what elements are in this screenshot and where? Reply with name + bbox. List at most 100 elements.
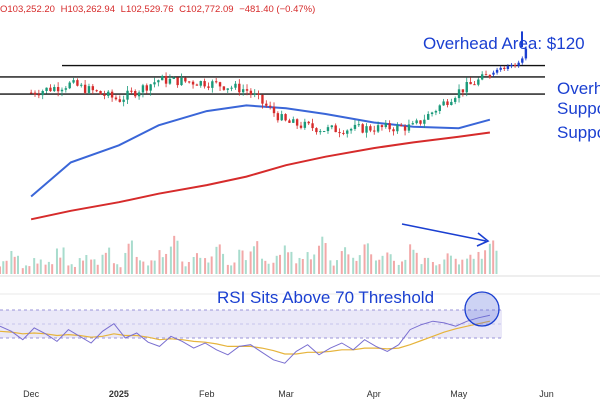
candle-body [99,90,102,95]
volume-bar [329,260,332,274]
breakout-candle [521,58,524,63]
volume-bar [423,257,426,274]
volume-bar [139,260,142,274]
volume-bar [412,249,415,274]
candle-body [411,123,414,125]
volume-bar [150,260,153,274]
volume-bar [13,256,16,274]
candle-body [238,83,241,93]
volume-trend-arrowhead [476,232,490,247]
candle-body [118,99,122,102]
volume-bar [104,252,107,274]
candle-body [295,119,299,126]
volume-bars [0,235,498,274]
volume-bar [420,264,423,274]
candle-body [292,119,295,123]
candle-body [241,89,245,93]
volume-bar [484,250,487,274]
volume-bar [275,255,278,274]
volume-bar [230,265,233,274]
breakout-candle [492,72,495,75]
volume-bar [321,236,324,274]
volume-bar [252,246,255,274]
volume-bar [16,255,19,274]
volume-bar [492,240,495,274]
candle-body [461,89,465,93]
candle-body [446,101,449,106]
volume-bar [272,262,275,274]
sma-long-line [30,131,491,221]
candle-body [110,91,114,98]
ohlc-high: 103,262.94 [67,4,115,15]
volume-bar [165,253,168,274]
volume-bar [244,260,247,274]
volume-bar [127,243,130,274]
candle-body [157,80,160,83]
volume-bar [409,244,412,274]
candle-body [203,81,206,87]
ohlc-close: 102,772.09 [186,4,234,15]
volume-bar [366,243,369,274]
volume-bar [51,264,54,274]
candle-body [199,81,202,86]
x-tick-label: Mar [278,389,294,399]
volume-bar [279,254,282,274]
candle-body [442,101,445,106]
candle-body [276,113,280,121]
ohlc-change: −481.40 (−0.47%) [239,4,315,15]
ohlc-high-label: H [61,4,68,15]
candle-body [184,77,187,82]
ohlc-header: O103,252.20 H103,262.94 L102,529.76 C102… [0,4,315,15]
candle-body [438,105,441,112]
candle-body [218,82,222,87]
candle-body [249,90,253,95]
volume-bar [386,252,389,274]
volume-bar [295,263,298,274]
candle-body [60,89,64,92]
rsi-lines [0,314,491,364]
x-tick-label: Dec [23,389,40,399]
volume-bar [404,259,407,274]
volume-bar [466,258,469,274]
candle-body [346,130,349,134]
volume-bar [218,244,221,274]
volume-bar [101,254,104,274]
candle-body [265,103,268,106]
candle-body [180,77,183,86]
volume-bar [374,260,377,274]
volume-bar [55,248,58,274]
volume-bar [344,247,347,274]
volume-bar [378,259,381,274]
candle-body [303,121,307,128]
x-tick-label: Jun [539,389,554,399]
volume-bar [381,255,384,274]
volume-bar [82,260,85,274]
candle-body [415,120,418,124]
volume-bar [352,257,355,274]
volume-bar [67,265,70,274]
candle-body [450,101,453,106]
candle-body [380,125,384,128]
breakout-candle [510,64,513,67]
ohlc-open-label: O [0,4,7,15]
volume-bar [112,263,115,274]
volume-bar [238,249,241,274]
volume-bar [0,266,1,274]
volume-bar [397,264,400,274]
volume-bar [147,265,150,274]
candle-body [284,114,287,121]
ohlc-open: 103,252.20 [7,4,55,15]
breakout-candle [524,48,528,59]
candle-body [388,123,391,130]
candle-body [419,120,422,124]
volume-bar [298,257,301,274]
volume-bar [488,243,491,274]
candle-body [357,124,361,126]
volume-bar [173,235,176,274]
volume-bar [355,260,358,274]
candle-body [384,123,387,128]
candle-body [469,81,472,85]
rsi-annotation: RSI Sits Above 70 Threshold [217,288,434,307]
volume-bar [207,262,210,274]
candle-body [153,82,156,85]
